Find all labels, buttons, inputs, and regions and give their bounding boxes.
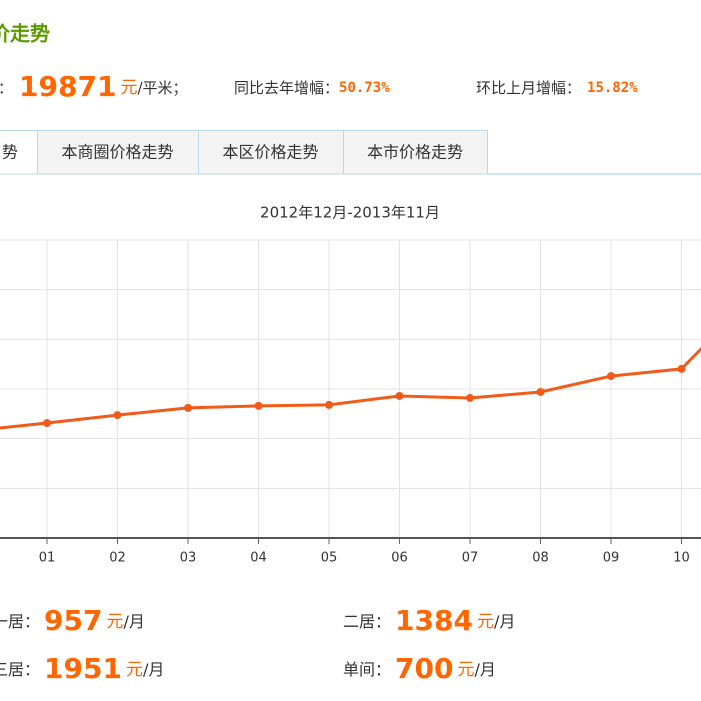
label: ： (0, 79, 13, 97)
point (395, 391, 404, 400)
x-tick-label: 03 (180, 551, 197, 566)
point (113, 411, 122, 420)
label: 三居： (0, 660, 40, 679)
rent-value: 1951 (44, 652, 122, 685)
rent-value: 957 (44, 604, 102, 637)
tab-label[interactable]: 本区价格走势 (222, 143, 318, 162)
label: 二居： (343, 612, 391, 631)
x-tick-label: 09 (603, 551, 620, 566)
page-title: 价走势 (0, 22, 50, 46)
suffix: /月 (494, 612, 515, 631)
tab[interactable] (198, 130, 344, 175)
point (677, 364, 686, 373)
point (43, 419, 51, 428)
rent-row: 三居： 1951 元/月 (0, 652, 164, 685)
x-tick-label: 04 (250, 551, 267, 566)
x-tick-label: 08 (532, 551, 549, 566)
point (607, 372, 615, 381)
unit: 元 (126, 660, 143, 680)
label: 环比上月增幅： (476, 79, 581, 97)
rent-value: 700 (395, 652, 453, 685)
x-tick-label: 01 (39, 551, 56, 566)
rent-row: 一居： 957 元/月 (0, 604, 145, 637)
x-tick-label: 05 (321, 551, 338, 566)
point (536, 387, 545, 396)
x-tick-label: 10 (673, 551, 690, 566)
suffix: /平米； (137, 79, 187, 97)
suffix: /月 (474, 660, 495, 679)
rent-value: 1384 (395, 604, 473, 637)
x-tick-label: 02 (109, 551, 126, 566)
price: 19871 (19, 70, 116, 103)
yoy-value: 50.73% (339, 80, 390, 96)
unit: 元 (106, 612, 123, 632)
point (466, 393, 474, 402)
point (325, 400, 333, 409)
tab[interactable] (37, 130, 199, 175)
label: 单间： (343, 660, 391, 679)
tab-label[interactable]: 本市价格走势 (367, 143, 463, 162)
label: 一居： (0, 612, 40, 631)
price-line (0, 346, 701, 430)
suffix: /月 (123, 612, 144, 631)
point (184, 403, 192, 412)
x-tick-label: 06 (391, 551, 408, 566)
tab-label[interactable]: 势 (2, 143, 18, 162)
rent-row: 二居： 1384 元/月 (343, 604, 515, 637)
suffix: /月 (143, 660, 164, 679)
tab[interactable] (343, 130, 488, 175)
tab-label[interactable]: 本商圈价格走势 (61, 143, 173, 162)
label: 同比去年增幅： (234, 79, 339, 97)
unit: 元 (457, 660, 474, 680)
unit: 元 (477, 612, 494, 632)
unit: 元 (120, 78, 137, 98)
x-tick-label: 07 (462, 551, 479, 566)
chart-title: 2012年12月-2013年11月 (260, 204, 440, 222)
rent-row: 单间： 700 元/月 (343, 652, 496, 685)
mom-value: 15.82% (587, 80, 638, 96)
point (254, 401, 263, 410)
